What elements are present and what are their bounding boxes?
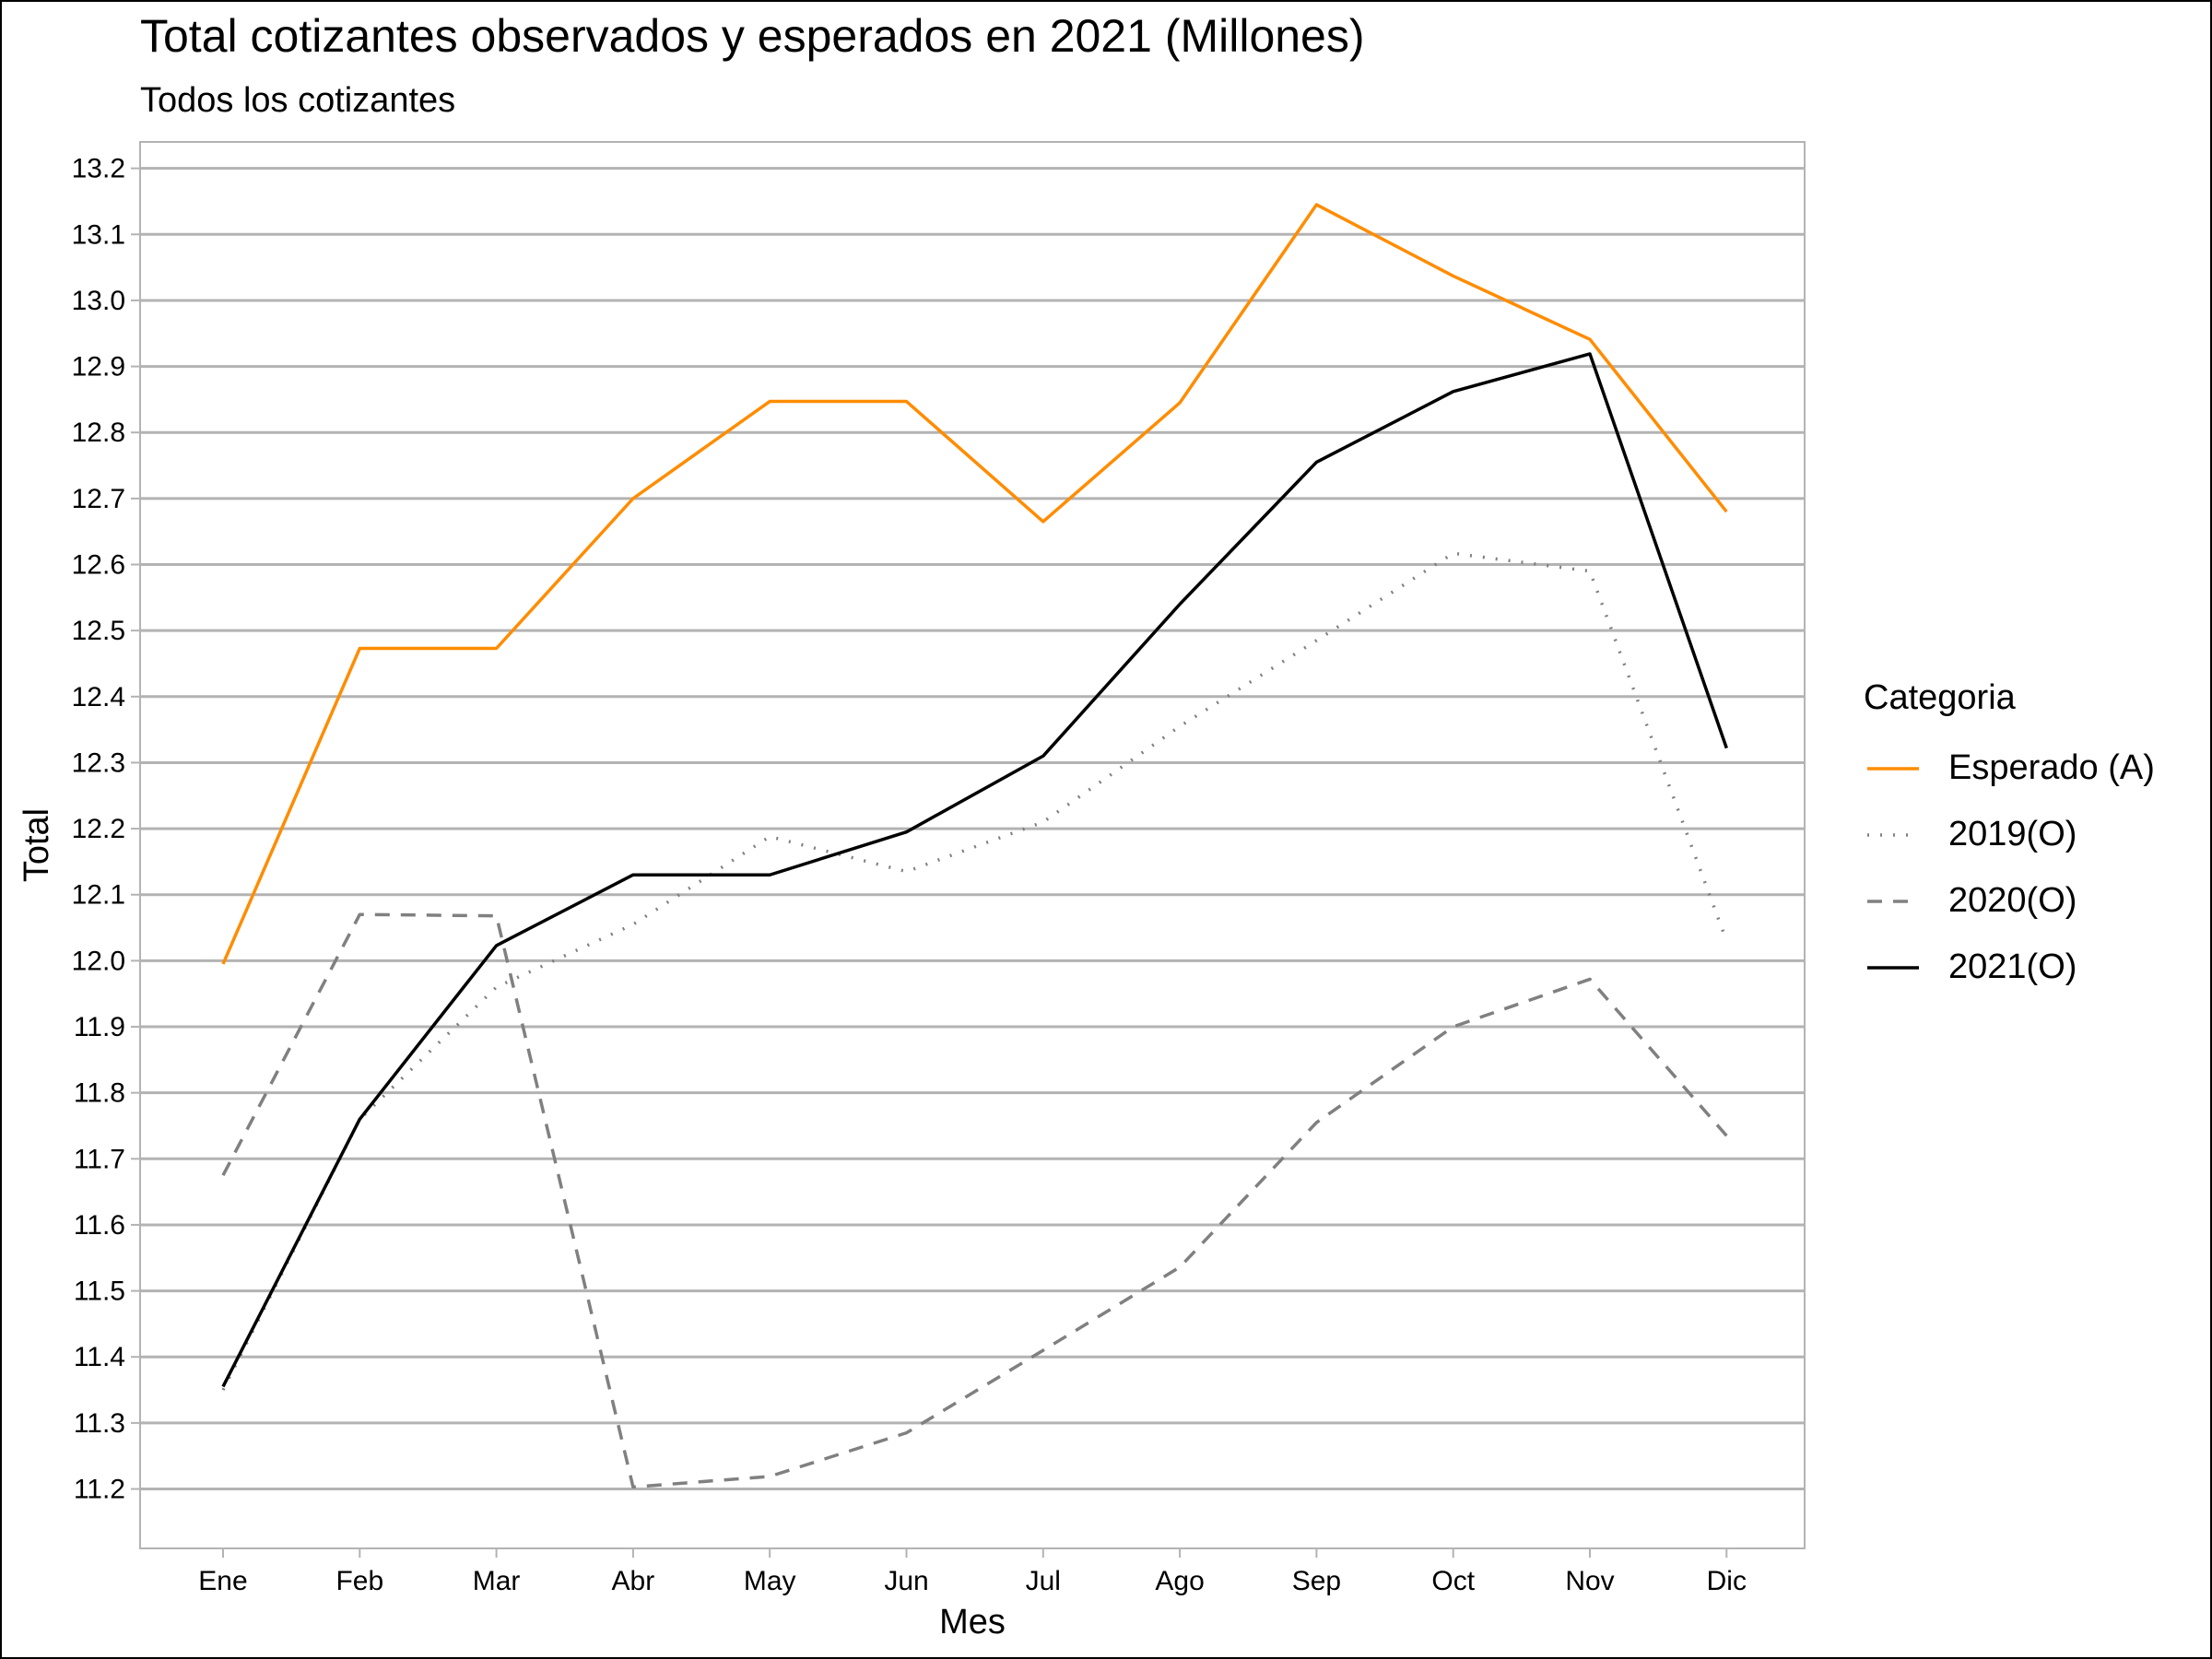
series-line-2020-o <box>221 912 1728 1489</box>
legend-label: 2021(O) <box>1948 947 2077 986</box>
y-tick-label: 11.8 <box>74 1078 125 1109</box>
legend-key <box>1867 900 1919 903</box>
y-tick-label: 12.6 <box>72 550 125 581</box>
y-tick-label: 11.2 <box>74 1475 125 1505</box>
legend-item: 2020(O) <box>1864 874 2212 929</box>
y-tick-label: 11.4 <box>74 1342 125 1372</box>
y-tick-label: 12.8 <box>72 418 125 448</box>
legend-title: Categoria <box>1864 678 2016 717</box>
y-tick-label: 13.0 <box>72 286 125 316</box>
plot-panel <box>139 141 1806 1549</box>
x-axis-title: Mes <box>939 1603 1006 1641</box>
chart-subtitle: Todos los cotizantes <box>140 81 456 120</box>
series-line-2019-o <box>221 551 1728 1391</box>
y-tick-label: 12.3 <box>72 747 125 778</box>
series-line-2021-o <box>221 352 1728 1388</box>
y-tick-label: 11.7 <box>74 1144 125 1174</box>
y-tick-label: 12.9 <box>72 352 125 382</box>
x-tick-label: Abr <box>612 1566 655 1596</box>
x-tick-label: May <box>744 1566 796 1596</box>
y-tick-label: 11.3 <box>74 1408 125 1439</box>
series-line-esperado-a <box>221 203 1728 965</box>
y-tick-label: 12.0 <box>72 946 125 976</box>
y-tick-label: 11.9 <box>74 1012 125 1042</box>
legend-item: Esperado (A) <box>1864 741 2212 796</box>
legend-label: Esperado (A) <box>1948 748 2155 787</box>
y-tick-label: 11.5 <box>74 1277 125 1307</box>
y-tick-label: 12.7 <box>72 484 125 514</box>
x-tick-label: Oct <box>1431 1566 1475 1596</box>
legend-item: 2021(O) <box>1864 940 2212 995</box>
y-tick-label: 12.1 <box>72 880 125 911</box>
y-tick-label: 13.1 <box>72 219 125 250</box>
y-tick-label: 11.6 <box>74 1210 125 1241</box>
legend-key <box>1867 833 1919 837</box>
x-tick-label: Ago <box>1155 1566 1204 1596</box>
y-axis-title: Total <box>18 808 56 882</box>
x-tick-label: Nov <box>1565 1566 1614 1596</box>
y-tick-label: 13.2 <box>72 154 125 184</box>
x-tick-label: Ene <box>198 1566 247 1596</box>
x-tick-label: Dic <box>1707 1566 1747 1596</box>
y-tick-label: 12.4 <box>72 682 125 712</box>
x-tick-label: Jul <box>1026 1566 1061 1596</box>
chart-title: Total cotizantes observados y esperados … <box>140 10 1365 62</box>
y-tick-label: 12.2 <box>72 814 125 844</box>
legend-label: 2019(O) <box>1948 815 2077 853</box>
x-tick-label: Jun <box>884 1566 928 1596</box>
y-tick-label: 12.5 <box>72 616 125 646</box>
legend-key <box>1867 966 1919 970</box>
x-tick-label: Feb <box>335 1566 383 1596</box>
x-tick-label: Sep <box>1292 1566 1341 1596</box>
x-tick-label: Mar <box>473 1566 521 1596</box>
legend-label: 2020(O) <box>1948 881 2077 920</box>
legend-item: 2019(O) <box>1864 807 2212 863</box>
legend-key <box>1867 767 1919 771</box>
